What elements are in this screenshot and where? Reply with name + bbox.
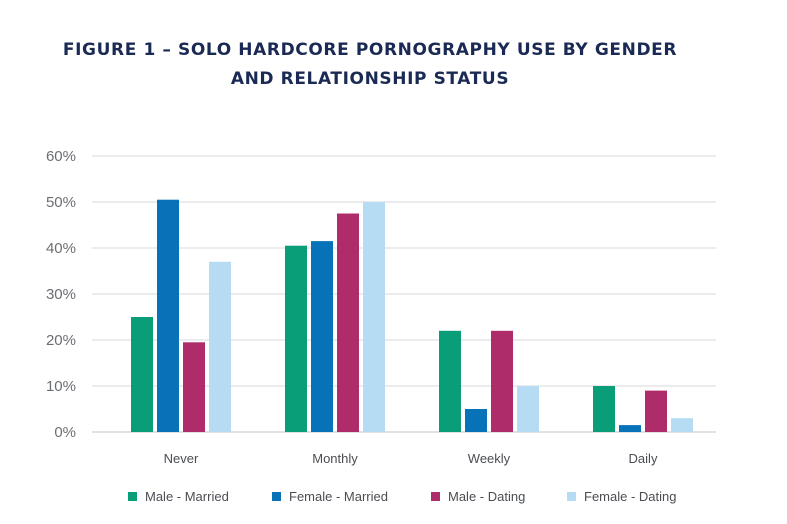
x-tick-label: Daily [629, 451, 658, 466]
y-tick-label: 30% [46, 286, 76, 303]
legend-label: Female - Dating [584, 489, 676, 504]
bar [131, 317, 153, 432]
legend-label: Male - Dating [448, 489, 525, 504]
x-tick-label: Never [164, 451, 199, 466]
bar [593, 386, 615, 432]
legend-swatch [431, 492, 440, 501]
bar [363, 202, 385, 432]
y-tick-label: 20% [46, 332, 76, 349]
bar [337, 213, 359, 432]
bar [439, 330, 461, 432]
x-tick-label: Monthly [312, 451, 358, 466]
chart-title-line-2: AND RELATIONSHIP STATUS [230, 69, 510, 89]
y-tick-label: 10% [46, 378, 76, 395]
legend-label: Female - Married [289, 489, 388, 504]
bar [311, 241, 333, 432]
bar [517, 386, 539, 432]
y-tick-label: 40% [46, 240, 76, 257]
y-tick-label: 50% [46, 194, 76, 211]
legend-swatch [567, 492, 576, 501]
y-tick-label: 0% [54, 424, 76, 441]
bar [619, 425, 641, 432]
bar [183, 342, 205, 432]
legend-swatch [272, 492, 281, 501]
legend-label: Male - Married [145, 489, 229, 504]
bar [465, 409, 487, 432]
bar [491, 330, 513, 432]
bar [285, 245, 307, 432]
y-tick-label: 60% [46, 148, 76, 165]
x-tick-label: Weekly [468, 451, 511, 466]
legend-swatch [128, 492, 137, 501]
bar [209, 261, 231, 432]
bar [157, 199, 179, 432]
bar [645, 390, 667, 432]
chart-title: FIGURE 1 – SOLO HARDCORE PORNOGRAPHY USE… [60, 36, 680, 94]
chart-title-line-1: FIGURE 1 – SOLO HARDCORE PORNOGRAPHY USE… [62, 40, 678, 60]
bar [671, 418, 693, 432]
